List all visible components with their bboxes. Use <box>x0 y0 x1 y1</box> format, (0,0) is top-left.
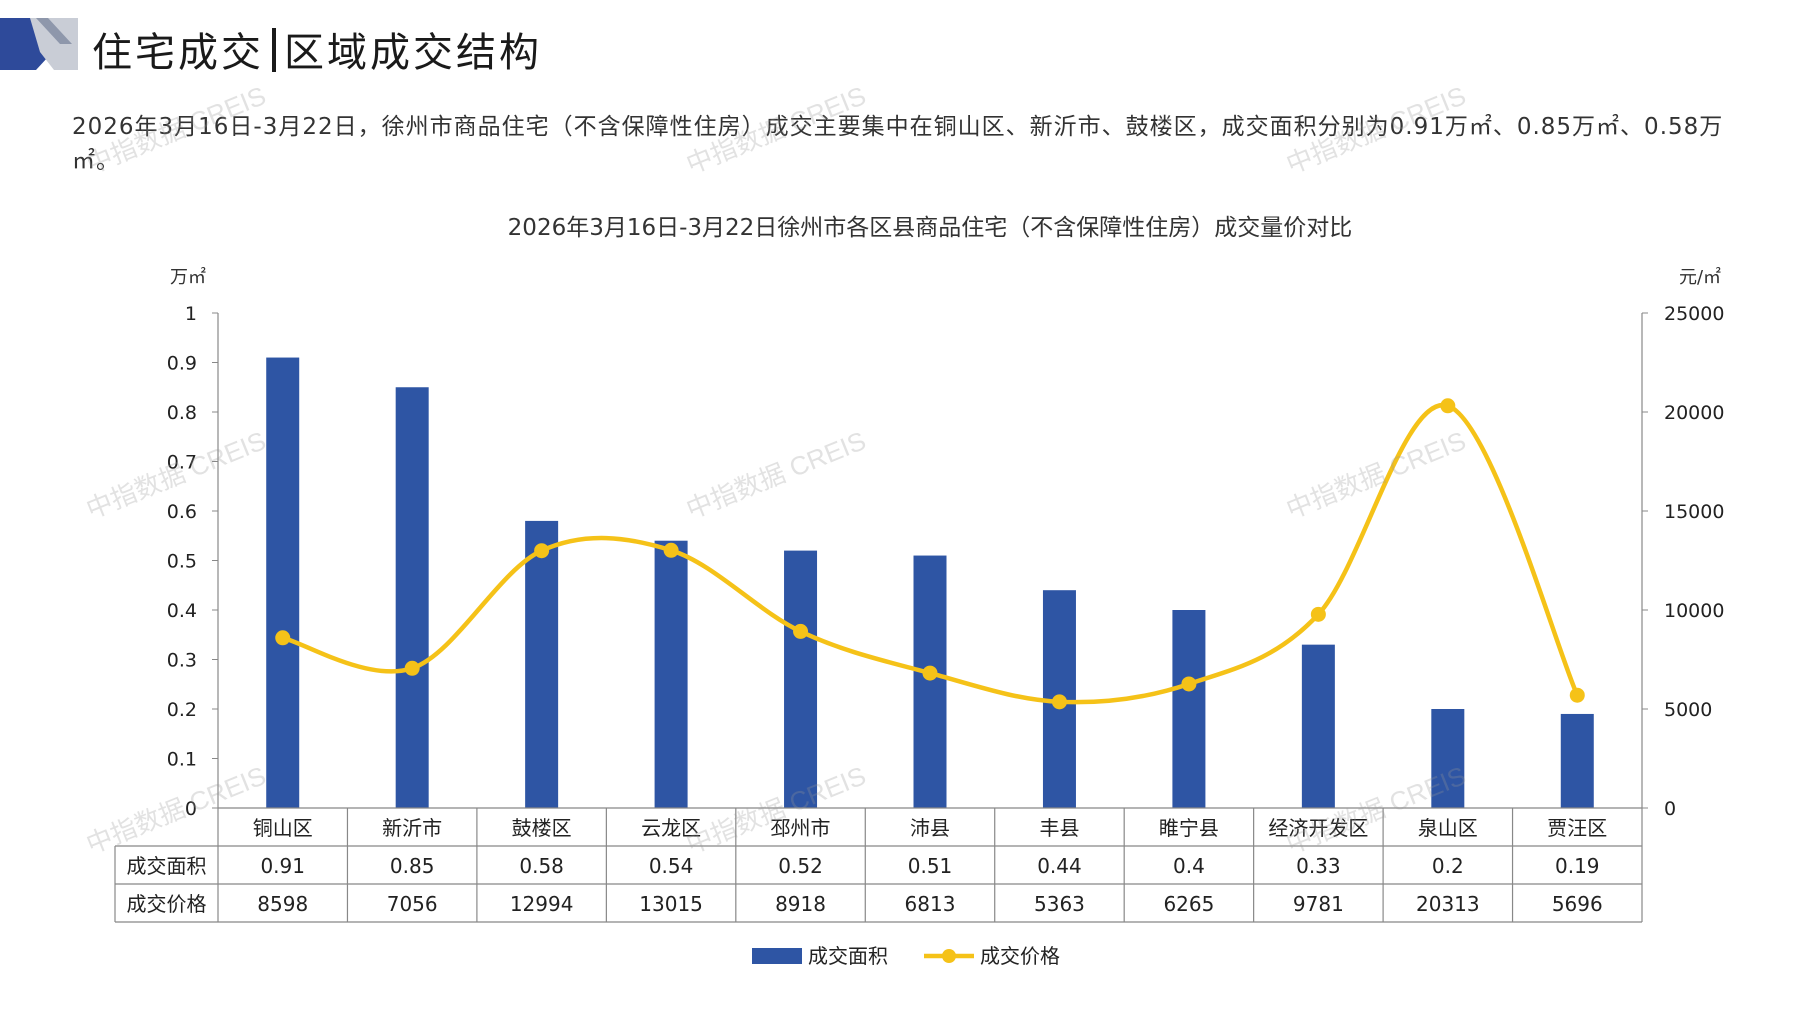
table-cell: 5363 <box>1034 892 1085 916</box>
summary-text: 2026年3月16日-3月22日，徐州市商品住宅（不含保障性住房）成交主要集中在… <box>72 114 1724 174</box>
y-right-tick-label: 0 <box>1664 798 1676 820</box>
x-tick-label: 新沂市 <box>382 816 442 840</box>
y-left-tick-label: 0.2 <box>167 699 197 721</box>
x-tick-label: 经济开发区 <box>1268 816 1368 840</box>
table-cell: 0.4 <box>1173 854 1205 878</box>
x-tick-label: 睢宁县 <box>1159 816 1219 840</box>
price-point-2 <box>404 660 420 676</box>
x-tick-label: 铜山区 <box>253 816 313 840</box>
y-left-tick-label: 0 <box>185 798 197 820</box>
y-right-tick-label: 15000 <box>1664 501 1724 523</box>
bar-8 <box>1172 610 1206 808</box>
logo-light-shape <box>30 18 78 70</box>
price-point-10 <box>1440 398 1456 414</box>
y-right-tick-label: 20000 <box>1664 402 1724 424</box>
table-row-label: 成交价格 <box>127 892 207 916</box>
page-title-left: 住宅成交 <box>92 30 264 76</box>
price-point-6 <box>922 665 938 681</box>
logo-accent-shape <box>36 18 72 44</box>
y-left-tick-label: 0.5 <box>167 551 197 573</box>
legend-swatch-area <box>752 948 802 964</box>
x-tick-label: 邳州市 <box>771 816 831 840</box>
table-cell: 8918 <box>775 892 826 916</box>
page-title: 住宅成交 区域成交结构 <box>92 20 542 78</box>
table-cell: 12994 <box>510 892 574 916</box>
table-cell: 6813 <box>905 892 956 916</box>
x-tick-label: 贾汪区 <box>1547 816 1607 840</box>
y-right-tick-label: 10000 <box>1664 600 1724 622</box>
table-cell: 0.58 <box>519 854 564 878</box>
y-axis-right-label: 元/㎡ <box>1679 266 1721 288</box>
y-left-tick-label: 0.1 <box>167 749 197 771</box>
table-cell: 8598 <box>257 892 308 916</box>
table-cell: 0.54 <box>649 854 694 878</box>
x-tick-label: 泉山区 <box>1418 816 1478 840</box>
brand-logo <box>0 18 78 70</box>
x-tick-label: 沛县 <box>910 816 950 840</box>
y-left-tick-label: 0.7 <box>167 452 197 474</box>
x-tick-label: 丰县 <box>1039 816 1079 840</box>
bar-10 <box>1431 709 1465 808</box>
y-left-tick-label: 1 <box>185 303 197 325</box>
table-row-label: 成交面积 <box>127 854 207 878</box>
bar-9 <box>1301 644 1335 808</box>
bar-3 <box>525 520 559 808</box>
bar-11 <box>1560 713 1594 808</box>
price-point-3 <box>534 543 550 559</box>
table-cell: 0.91 <box>260 854 305 878</box>
table-cell: 7056 <box>387 892 438 916</box>
price-point-11 <box>1569 687 1585 703</box>
price-point-7 <box>1051 694 1067 710</box>
y-left-tick-label: 0.6 <box>167 501 197 523</box>
table-cell: 0.52 <box>778 854 823 878</box>
price-point-4 <box>663 542 679 558</box>
y-left-tick-label: 0.3 <box>167 650 197 672</box>
x-tick-label: 云龙区 <box>641 816 701 840</box>
page-title-right: 区域成交结构 <box>284 30 542 76</box>
price-point-5 <box>793 623 809 639</box>
title-divider <box>272 28 276 72</box>
legend-label-price: 成交价格 <box>980 944 1060 968</box>
bar-4 <box>654 540 688 808</box>
y-right-tick-label: 25000 <box>1664 303 1724 325</box>
legend-label-area: 成交面积 <box>808 944 888 968</box>
price-point-9 <box>1310 606 1326 622</box>
table-cell: 0.33 <box>1296 854 1341 878</box>
y-left-tick-label: 0.8 <box>167 402 197 424</box>
table-cell: 13015 <box>639 892 703 916</box>
bar-1 <box>266 357 300 808</box>
x-tick-label: 鼓楼区 <box>512 816 572 840</box>
y-right-tick-label: 5000 <box>1664 699 1712 721</box>
legend-swatch-price-dot <box>942 949 956 963</box>
table-cell: 0.51 <box>908 854 953 878</box>
price-line <box>282 403 1580 705</box>
table-cell: 0.19 <box>1555 854 1600 878</box>
y-axis-left-label: 万㎡ <box>170 266 206 288</box>
table-cell: 9781 <box>1293 892 1344 916</box>
table-cell: 20313 <box>1416 892 1480 916</box>
table-cell: 0.2 <box>1432 854 1464 878</box>
y-left-tick-label: 0.9 <box>167 353 197 375</box>
bar-2 <box>395 387 429 808</box>
bar-6 <box>913 555 947 808</box>
table-cell: 5696 <box>1552 892 1603 916</box>
chart-title: 2026年3月16日-3月22日徐州市各区县商品住宅（不含保障性住房）成交量价对… <box>508 215 1353 241</box>
bar-5 <box>784 550 818 808</box>
table-cell: 0.85 <box>390 854 435 878</box>
table-cell: 6265 <box>1163 892 1214 916</box>
price-point-1 <box>275 630 291 646</box>
y-left-tick-label: 0.4 <box>167 600 197 622</box>
table-cell: 0.44 <box>1037 854 1082 878</box>
price-point-8 <box>1181 676 1197 692</box>
